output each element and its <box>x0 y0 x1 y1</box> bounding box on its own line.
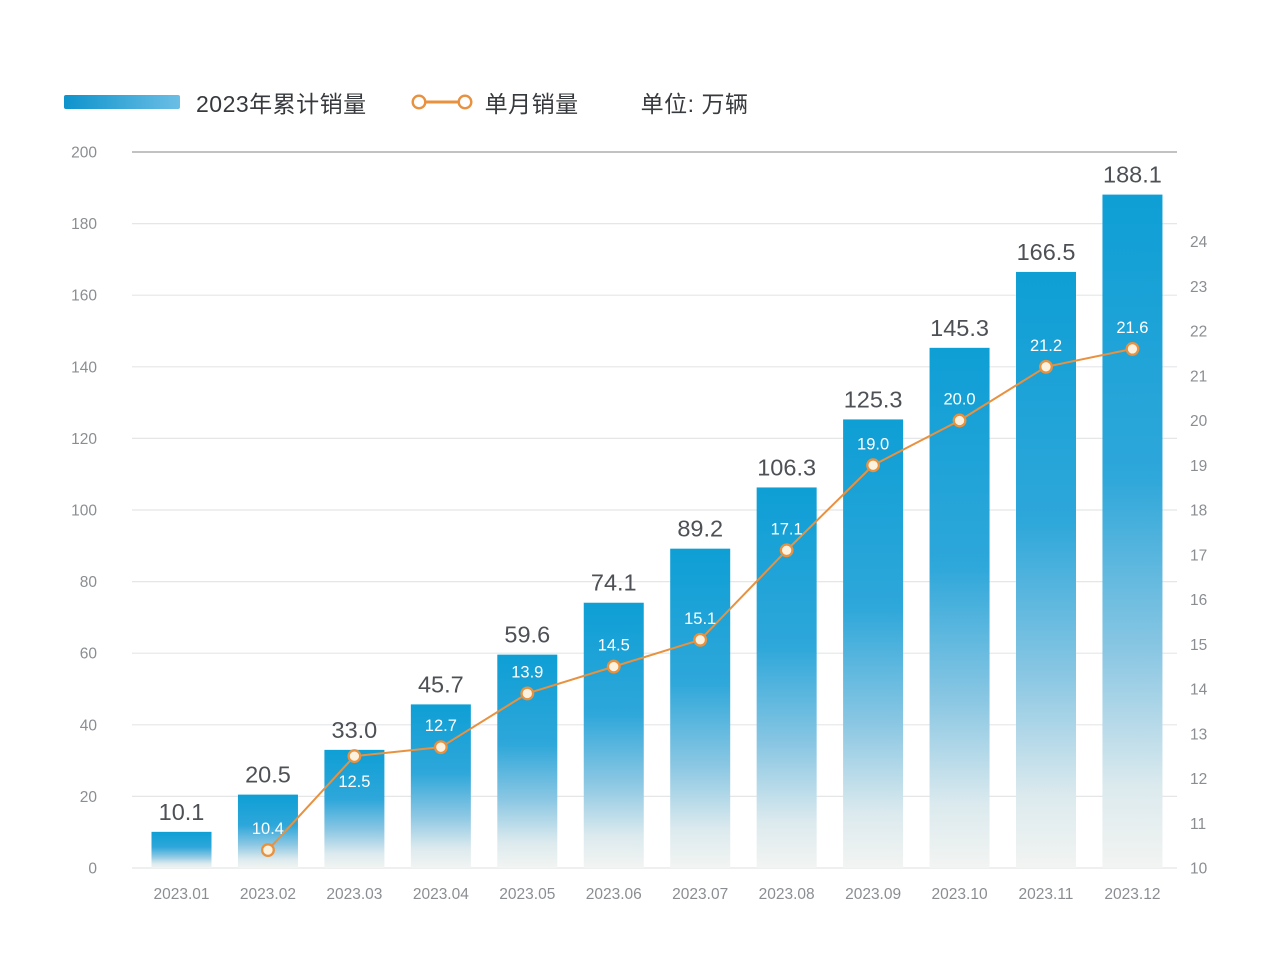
bar-value-label: 166.5 <box>1017 239 1076 265</box>
line-point <box>693 632 708 647</box>
line-point <box>866 458 881 473</box>
bar-value-label: 89.2 <box>677 516 723 542</box>
bar-series-label: 2023年累计销量 <box>196 91 367 117</box>
x-axis-label: 2023.05 <box>499 886 555 903</box>
bar-2023.12 <box>1102 194 1163 869</box>
bar-2023.01 <box>151 831 212 868</box>
bar-value-label: 145.3 <box>930 315 989 341</box>
bar-value-label: 188.1 <box>1103 162 1162 188</box>
bar-value-label: 20.5 <box>245 762 291 788</box>
x-axis-label: 2023.03 <box>326 886 382 903</box>
y-axis-right-label: 15 <box>1190 637 1207 654</box>
y-axis-left-label: 120 <box>71 431 97 448</box>
point-value-label: 12.7 <box>425 717 457 735</box>
point-value-label: 12.5 <box>338 773 370 791</box>
bar-2023.04 <box>410 704 471 868</box>
bar-value-label: 10.1 <box>159 799 205 825</box>
y-axis-right-label: 10 <box>1190 861 1208 878</box>
line-point <box>1039 359 1053 374</box>
unit-label: 单位: 万辆 <box>640 91 749 117</box>
y-axis-left-label: 100 <box>71 503 97 520</box>
y-axis-right-label: 13 <box>1190 726 1207 743</box>
y-axis-left-label: 0 <box>88 861 97 878</box>
legend: 2023年累计销量 单月销量 单位: 万辆 <box>64 86 748 118</box>
y-axis-right-label: 11 <box>1190 816 1206 833</box>
point-value-label: 14.5 <box>598 637 630 655</box>
y-axis-left-label: 80 <box>80 574 98 591</box>
bar-value-label: 45.7 <box>418 671 464 697</box>
y-axis-left-label: 160 <box>71 288 97 305</box>
bar-value-label: 106.3 <box>757 454 816 480</box>
x-axis-label: 2023.10 <box>932 886 988 903</box>
line-series-label: 单月销量 <box>484 91 579 117</box>
bar-2023.03 <box>324 749 385 868</box>
point-value-label: 13.9 <box>511 663 543 681</box>
bar-2023.06 <box>583 602 644 868</box>
y-axis-right-label: 12 <box>1190 771 1207 788</box>
y-axis-left-label: 180 <box>71 216 97 233</box>
bar-series-swatch <box>64 95 180 109</box>
bar-2023.10 <box>929 347 990 868</box>
line-icon-dot <box>457 94 473 110</box>
line-point <box>952 413 967 428</box>
y-axis-left-label: 20 <box>80 789 98 806</box>
x-axis-label: 2023.02 <box>240 886 296 903</box>
y-axis-left-label: 200 <box>71 145 97 162</box>
line-series-icon <box>411 94 473 110</box>
x-axis-label: 2023.09 <box>845 886 901 903</box>
y-axis-left-label: 140 <box>71 359 97 376</box>
y-axis-left-label: 40 <box>80 717 98 734</box>
bar-value-label: 33.0 <box>332 717 378 743</box>
point-value-label: 19.0 <box>857 435 889 453</box>
x-axis-label: 2023.08 <box>759 886 815 903</box>
y-axis-right-label: 16 <box>1190 592 1207 609</box>
bar-2023.09 <box>843 419 904 868</box>
x-axis-label: 2023.07 <box>672 886 728 903</box>
x-axis-label: 2023.11 <box>1019 886 1074 903</box>
line-point <box>1125 341 1140 356</box>
line-icon-dot <box>411 94 427 110</box>
line-point <box>779 543 794 558</box>
y-axis-right-label: 23 <box>1190 279 1207 296</box>
point-value-label: 17.1 <box>771 520 803 538</box>
y-axis-right-label: 19 <box>1190 458 1207 475</box>
point-value-label: 10.4 <box>252 820 284 838</box>
point-value-label: 20.0 <box>943 391 975 409</box>
line-point <box>606 659 621 674</box>
line-point <box>520 686 535 701</box>
point-value-label: 15.1 <box>684 610 716 628</box>
x-axis-label: 2023.06 <box>586 886 642 903</box>
y-axis-right-label: 22 <box>1190 324 1207 341</box>
line-point <box>433 740 448 755</box>
y-axis-right-label: 21 <box>1190 368 1207 385</box>
line-point <box>261 843 275 858</box>
line-point <box>347 749 362 764</box>
y-axis-right-label: 17 <box>1190 547 1207 564</box>
x-axis-label: 2023.01 <box>153 886 209 903</box>
point-value-label: 21.2 <box>1030 337 1062 355</box>
x-axis-label: 2023.04 <box>413 886 469 903</box>
y-axis-right-label: 18 <box>1190 503 1207 520</box>
x-axis-label: 2023.12 <box>1104 886 1160 903</box>
point-value-label: 21.6 <box>1116 319 1148 337</box>
bar-value-label: 59.6 <box>504 622 550 648</box>
y-axis-right-label: 20 <box>1190 413 1208 430</box>
y-axis-left-label: 60 <box>80 646 98 663</box>
y-axis-right-label: 14 <box>1190 682 1208 699</box>
bar-2023.07 <box>670 548 731 868</box>
y-axis-right-label: 24 <box>1190 234 1208 251</box>
bar-value-label: 74.1 <box>591 570 637 596</box>
bar-value-label: 125.3 <box>844 386 903 412</box>
